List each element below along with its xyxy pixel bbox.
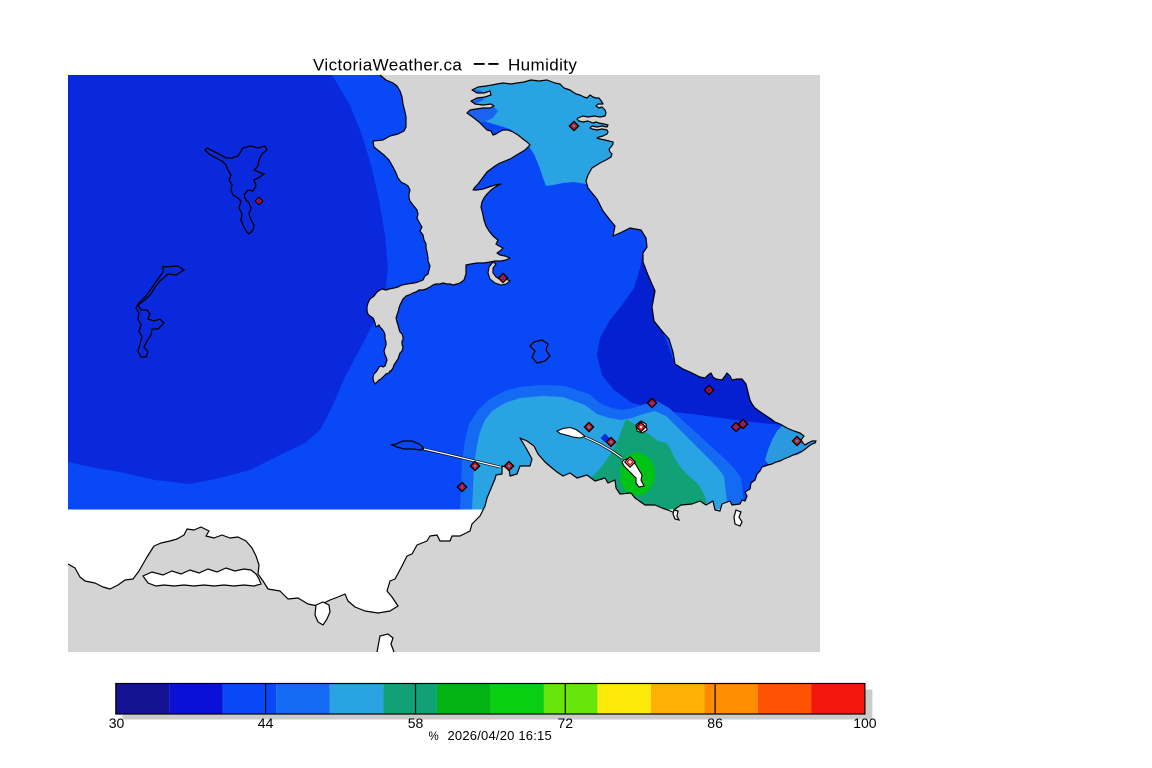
svg-text:44: 44 — [258, 715, 274, 731]
svg-text:2026/04/20 16:15: 2026/04/20 16:15 — [448, 728, 552, 743]
svg-text:30: 30 — [109, 715, 125, 731]
svg-text:58: 58 — [408, 715, 424, 731]
svg-text:72: 72 — [558, 715, 574, 731]
svg-text:86: 86 — [707, 715, 723, 731]
svg-text:100: 100 — [853, 715, 877, 731]
svg-text:Humidity: Humidity — [508, 56, 577, 75]
svg-text:VictoriaWeather.ca: VictoriaWeather.ca — [313, 56, 462, 75]
svg-text:%: % — [429, 731, 439, 743]
